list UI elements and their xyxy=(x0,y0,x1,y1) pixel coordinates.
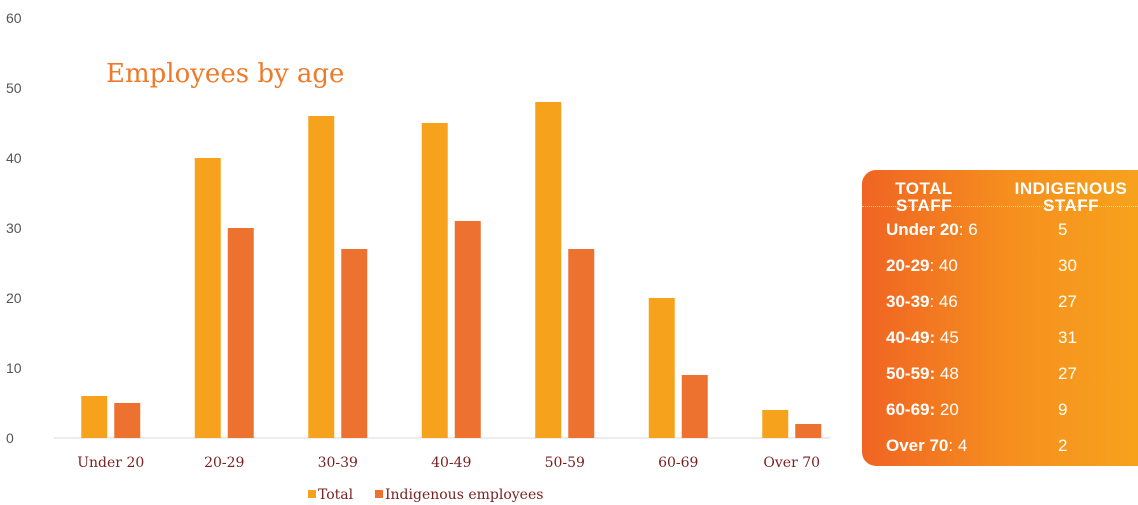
summary-row: Over 70: 4 2 xyxy=(862,428,1138,464)
summary-row-total: 40-49: 45 xyxy=(886,328,959,347)
summary-row-total: Under 20: 6 xyxy=(886,220,978,239)
summary-row-indigenous: 30 xyxy=(1058,256,1077,275)
bar-indigenous xyxy=(795,424,822,438)
bar-total xyxy=(762,410,789,438)
summary-row-indigenous: 27 xyxy=(1058,292,1077,311)
y-tick-label: 60 xyxy=(6,10,22,26)
bar-indigenous xyxy=(681,375,708,438)
summary-row: Under 20: 6 5 xyxy=(862,212,1138,248)
bar-indigenous xyxy=(114,403,141,438)
y-tick-label: 0 xyxy=(6,430,14,446)
legend-label: Total xyxy=(318,487,354,503)
bar-indigenous xyxy=(454,221,481,438)
age-group-label: 40-49: xyxy=(886,328,936,347)
legend: Total Indigenous employees xyxy=(308,487,543,503)
x-tick-label: 50-59 xyxy=(545,455,585,471)
bar-total xyxy=(81,396,108,438)
x-tick-label: 60-69 xyxy=(658,455,698,471)
bar-indigenous xyxy=(341,249,368,438)
summary-row-indigenous: 31 xyxy=(1058,328,1077,347)
y-tick-label: 20 xyxy=(6,290,22,306)
legend-swatch xyxy=(375,490,383,498)
summary-row: 60-69: 20 9 xyxy=(862,392,1138,428)
summary-row-total: 50-59: 48 xyxy=(886,364,959,383)
y-tick-label: 10 xyxy=(6,360,22,376)
y-tick-label: 50 xyxy=(6,80,22,96)
y-tick-label: 30 xyxy=(6,220,22,236)
bar-indigenous xyxy=(568,249,595,438)
summary-table: TOTAL STAFF INDIGENOUS STAFF Under 20: 6… xyxy=(862,170,1138,466)
x-tick-label: 30-39 xyxy=(318,455,358,471)
employees-by-age-chart: Employees by age 0 10 20 30 40 50 60 Under 20 2… xyxy=(6,10,830,503)
summary-row: 20-29: 40 30 xyxy=(862,248,1138,284)
bar-total xyxy=(308,116,335,438)
summary-row-total: 30-39: 46 xyxy=(886,292,958,311)
summary-row: 50-59: 48 27 xyxy=(862,356,1138,392)
age-group-label: 30-39 xyxy=(886,292,930,311)
legend-swatch xyxy=(308,490,316,498)
x-tick-label: Over 70 xyxy=(763,455,820,471)
summary-row-indigenous: 27 xyxy=(1058,364,1077,383)
legend-label: Indigenous employees xyxy=(385,487,543,503)
bar-total xyxy=(535,102,562,438)
bar-indigenous xyxy=(227,228,254,438)
bar-total xyxy=(648,298,675,438)
summary-row-indigenous: 5 xyxy=(1058,220,1068,239)
x-tick-label: 40-49 xyxy=(431,455,471,471)
summary-row-total: Over 70: 4 xyxy=(886,436,968,455)
chart-title: Employees by age xyxy=(106,59,344,89)
summary-row-total: 20-29: 40 xyxy=(886,256,958,275)
bars xyxy=(81,102,822,438)
age-group-label: Under 20 xyxy=(886,220,959,239)
summary-row: 40-49: 45 31 xyxy=(862,320,1138,356)
x-tick-label: 20-29 xyxy=(204,455,244,471)
age-group-label: 20-29 xyxy=(886,256,930,275)
summary-row-indigenous: 9 xyxy=(1058,400,1068,419)
age-group-label: 60-69: xyxy=(886,400,936,419)
age-group-label: Over 70 xyxy=(886,436,949,455)
y-tick-label: 40 xyxy=(6,150,22,166)
bar-total xyxy=(194,158,221,438)
summary-table-header: TOTAL STAFF INDIGENOUS STAFF xyxy=(862,170,1138,214)
x-axis-ticks: Under 20 20-29 30-39 40-49 50-59 60-69 Over 70 xyxy=(77,455,820,471)
summary-row: 30-39: 46 27 xyxy=(862,284,1138,320)
y-axis-ticks: 0 10 20 30 40 50 60 xyxy=(6,10,22,446)
header-total-staff: TOTAL STAFF xyxy=(895,179,953,215)
bar-total xyxy=(421,123,448,438)
summary-row-total: 60-69: 20 xyxy=(886,400,959,419)
summary-row-indigenous: 2 xyxy=(1058,436,1068,455)
x-tick-label: Under 20 xyxy=(77,455,144,471)
header-indigenous-staff: INDIGENOUS STAFF xyxy=(1014,179,1128,215)
age-group-label: 50-59: xyxy=(886,364,936,383)
